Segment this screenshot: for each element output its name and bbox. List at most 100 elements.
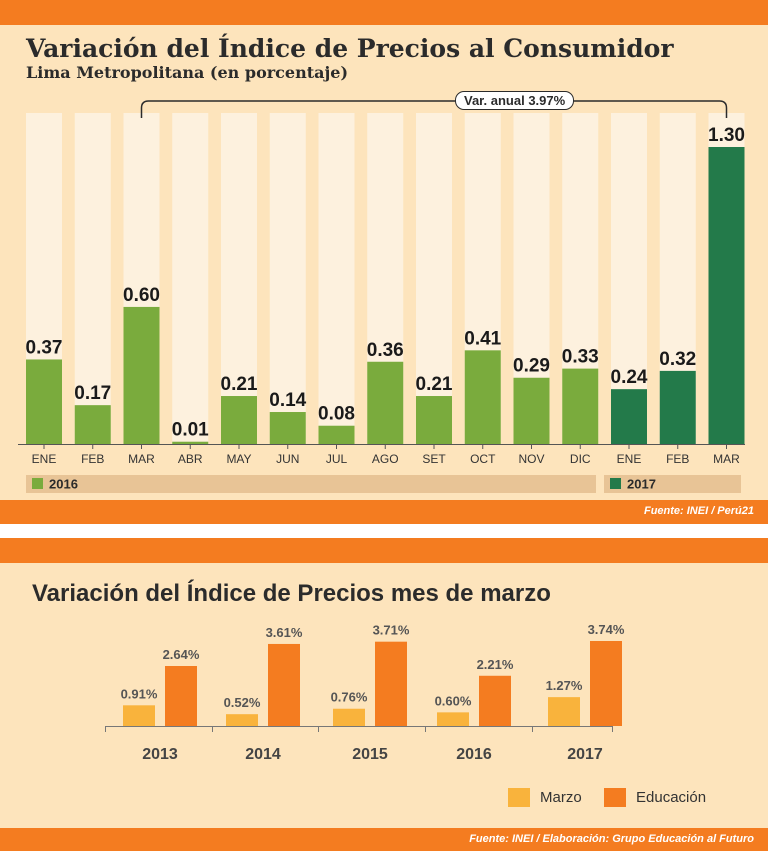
value-label: 2.21% xyxy=(477,657,514,672)
x-tick-label: ABR xyxy=(178,452,203,466)
x-tick-label: MAY xyxy=(226,452,251,466)
x-tick-label: MAR xyxy=(713,452,740,466)
bar-nov xyxy=(513,377,550,444)
value-label: 0.60 xyxy=(123,285,160,306)
value-label: 2.64% xyxy=(163,647,200,662)
x-tick-label: MAR xyxy=(128,452,155,466)
bar-feb xyxy=(659,370,696,444)
value-label: 0.91% xyxy=(121,686,158,701)
column-background xyxy=(172,113,209,444)
value-label: 0.17 xyxy=(74,383,111,404)
column-background xyxy=(221,113,257,444)
bar-marzo-2013 xyxy=(123,705,155,726)
x-tick-label: JUN xyxy=(276,452,299,466)
legend-2016-label: 2016 xyxy=(49,476,78,492)
x-tick-label: AGO xyxy=(372,452,399,466)
top-band xyxy=(0,0,768,25)
bar-jul xyxy=(318,425,355,444)
value-label: 0.29 xyxy=(513,356,550,377)
value-label: 0.37 xyxy=(26,337,63,358)
chart1-title: Variación del Índice de Precios al Consu… xyxy=(26,34,674,63)
legend-2016: 2016 xyxy=(26,475,596,493)
bar-marzo-2015 xyxy=(333,708,365,726)
source-band-2 xyxy=(0,828,768,851)
x-tick-label: NOV xyxy=(518,452,544,466)
column-background xyxy=(416,113,452,444)
x-tick-label: 2016 xyxy=(456,746,492,763)
x-tick-label: 2014 xyxy=(245,746,281,763)
x-tick-label: ENE xyxy=(32,452,57,466)
x-tick-label: OCT xyxy=(470,452,496,466)
middle-band xyxy=(0,538,768,563)
chart2-svg: 0.91% 2.64% 2013 0.52% 3.61% 2014 0.76% 3.71% 20… xyxy=(105,622,625,763)
legend-marzo-label: Marzo xyxy=(540,789,582,806)
x-tick-label: JUL xyxy=(326,452,348,466)
chart2-source: Fuente: INEI / Elaboración: Grupo Educac… xyxy=(469,833,754,845)
column-background xyxy=(318,113,355,444)
value-label: 0.08 xyxy=(318,404,355,425)
value-label: 0.41 xyxy=(464,328,501,349)
bar-ene xyxy=(26,359,62,444)
annual-variation-label: Var. anual 3.97% xyxy=(455,91,575,110)
bar-educacion-2015 xyxy=(375,641,407,726)
x-tick-label: FEB xyxy=(666,452,689,466)
x-tick-label: DIC xyxy=(570,452,591,466)
legend-educacion-label: Educación xyxy=(636,789,707,806)
column-background xyxy=(611,113,647,444)
bar-educacion-2016 xyxy=(479,675,511,726)
value-label: 0.76% xyxy=(331,690,368,705)
bar-feb xyxy=(74,405,111,444)
x-tick-label: SET xyxy=(422,452,446,466)
column-background xyxy=(74,113,111,444)
bar-abr xyxy=(172,441,209,444)
value-label: 1.27% xyxy=(546,678,583,693)
legend-marzo: Marzo xyxy=(508,788,582,807)
column-background xyxy=(269,113,306,444)
bar-ene xyxy=(611,389,647,444)
legend-2016-swatch xyxy=(32,478,43,490)
bar-educacion-2013 xyxy=(165,666,197,726)
source-band-1 xyxy=(0,500,768,524)
value-label: 0.24 xyxy=(611,367,648,388)
bar-educacion-2014 xyxy=(268,643,300,726)
bar-marzo-2016 xyxy=(437,712,469,726)
value-label: 3.74% xyxy=(588,622,625,637)
bar-may xyxy=(221,396,257,444)
value-label: 1.30 xyxy=(708,125,745,146)
value-label: 0.52% xyxy=(224,695,261,710)
value-label: 0.36 xyxy=(367,340,404,361)
value-label: 3.61% xyxy=(266,625,303,640)
legend-educacion-swatch xyxy=(604,788,626,807)
value-label: 3.71% xyxy=(373,623,410,638)
value-label: 0.21 xyxy=(221,374,258,395)
legend-educacion: Educación xyxy=(604,788,706,807)
legend-marzo-swatch xyxy=(508,788,530,807)
bar-educacion-2017 xyxy=(590,641,622,726)
x-tick-label: ENE xyxy=(617,452,642,466)
legend-2017-swatch xyxy=(610,478,621,490)
bar-marzo-2017 xyxy=(548,697,580,726)
chart1-subtitle: Lima Metropolitana (en porcentaje) xyxy=(26,63,349,82)
bar-dic xyxy=(562,368,599,444)
x-tick-label: 2017 xyxy=(567,746,603,763)
legend-2017-label: 2017 xyxy=(627,476,656,492)
value-label: 0.21 xyxy=(416,374,453,395)
x-tick-label: 2013 xyxy=(142,746,178,763)
x-tick-label: FEB xyxy=(81,452,104,466)
x-tick-label: 2015 xyxy=(352,746,388,763)
value-label: 0.14 xyxy=(269,390,306,411)
bar-set xyxy=(416,396,452,444)
chart2-title: Variación del Índice de Precios mes de m… xyxy=(32,580,551,607)
bar-mar xyxy=(123,306,160,444)
bar-oct xyxy=(464,350,501,444)
bar-marzo-2014 xyxy=(226,714,258,726)
chart1-svg: 0.37 ENE 0.17 FEB 0.60 MAR 0.01 ABR 0.21 MAY 0.14 J… xyxy=(18,100,745,466)
chart1-source: Fuente: INEI / Perú21 xyxy=(643,505,754,517)
value-label: 0.33 xyxy=(562,347,599,368)
legend-2017: 2017 xyxy=(604,475,741,493)
value-label: 0.01 xyxy=(172,420,209,441)
bar-ago xyxy=(367,361,404,444)
value-label: 0.60% xyxy=(435,693,472,708)
annual-variation-bracket xyxy=(140,100,728,118)
bar-jun xyxy=(269,412,306,444)
